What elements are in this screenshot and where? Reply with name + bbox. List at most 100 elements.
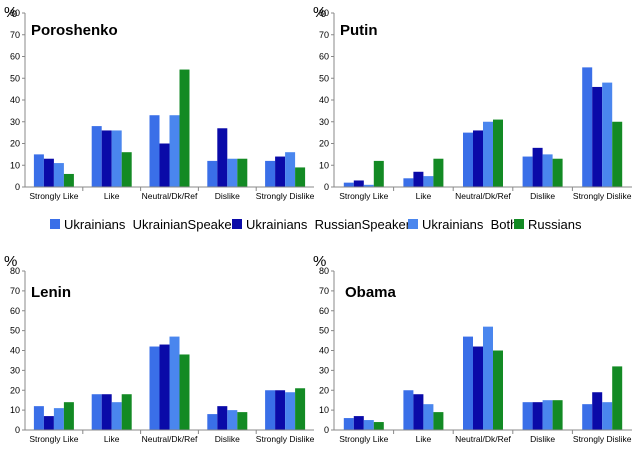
chart-panel-poroshenko: 0 10 20 30 40 50 60 70 80% Poroshenko Strongly Lik… <box>4 4 315 201</box>
y-tick-label: 0 <box>324 182 329 192</box>
y-tick-label: 20 <box>10 139 20 149</box>
bar-obama-3-3 <box>552 400 563 430</box>
y-unit-label: % <box>313 253 326 270</box>
bar-obama-3-0 <box>522 402 533 430</box>
y-tick-label: 20 <box>319 139 329 149</box>
x-category-label: Dislike <box>215 434 240 444</box>
y-tick-label: 60 <box>319 52 329 62</box>
bar-putin-4-2 <box>602 82 613 187</box>
bar-obama-4-3 <box>612 366 623 430</box>
y-tick-label: 10 <box>10 160 20 170</box>
bar-poroshenko-1-3 <box>121 152 132 187</box>
bar-poroshenko-1-2 <box>111 130 122 187</box>
bar-obama-2-2 <box>483 326 493 430</box>
chart-panel-putin: 0 10 20 30 40 50 60 70 80% Putin Strongly Like Like… <box>313 4 632 201</box>
y-tick-label: 80 <box>10 8 20 18</box>
bar-putin-3-3 <box>552 158 563 187</box>
x-category-label: Neutral/Dk/Ref <box>455 191 511 201</box>
legend-label: Ukrainians UkrainianSpeakers <box>64 217 243 232</box>
y-tick-label: 10 <box>319 160 329 170</box>
legend-swatch <box>514 219 524 229</box>
bar-poroshenko-2-2 <box>169 115 180 187</box>
x-category-label: Dislike <box>215 191 240 201</box>
chart-panel-lenin: 0 10 20 30 40 50 60 70 80% Lenin Strongly Like Like… <box>4 253 315 444</box>
y-unit-label: % <box>313 4 326 21</box>
bar-poroshenko-3-1 <box>217 128 228 187</box>
bar-poroshenko-3-3 <box>237 158 248 187</box>
x-category-label: Strongly Dislike <box>256 191 315 201</box>
bar-putin-1-3 <box>433 158 444 187</box>
bar-lenin-4-1 <box>275 390 286 430</box>
y-tick-label: 0 <box>324 425 329 435</box>
bar-obama-2-1 <box>473 346 483 430</box>
bar-poroshenko-1-1 <box>101 130 112 187</box>
x-category-label: Neutral/Dk/Ref <box>142 191 198 201</box>
bar-obama-1-3 <box>433 412 444 430</box>
bar-poroshenko-0-2 <box>53 163 64 187</box>
panel-title: Obama <box>345 284 397 301</box>
bar-putin-2-0 <box>463 132 473 187</box>
bar-obama-4-0 <box>582 404 593 430</box>
x-category-label: Like <box>104 434 120 444</box>
y-tick-label: 40 <box>10 346 20 356</box>
legend-swatch <box>50 219 60 229</box>
legend-label: Russians <box>528 217 582 232</box>
bar-lenin-1-0 <box>91 394 102 430</box>
y-tick-label: 70 <box>319 286 329 296</box>
panel-title: Lenin <box>31 284 71 301</box>
y-tick-label: 40 <box>319 95 329 105</box>
y-tick-label: 0 <box>15 182 20 192</box>
bar-putin-1-2 <box>423 176 434 187</box>
bar-obama-2-0 <box>463 336 473 430</box>
bar-lenin-0-2 <box>53 408 64 430</box>
y-tick-label: 30 <box>319 365 329 375</box>
bar-obama-0-2 <box>363 420 374 430</box>
bar-lenin-4-2 <box>285 392 296 430</box>
bar-poroshenko-3-2 <box>227 158 238 187</box>
bar-poroshenko-2-0 <box>149 115 160 187</box>
bar-obama-1-0 <box>403 390 414 430</box>
bar-obama-4-2 <box>602 402 613 430</box>
bar-poroshenko-1-0 <box>91 126 102 187</box>
bar-putin-0-1 <box>353 180 364 187</box>
x-category-label: Like <box>416 191 432 201</box>
x-category-label: Like <box>416 434 432 444</box>
y-tick-label: 40 <box>319 346 329 356</box>
y-tick-label: 50 <box>10 73 20 83</box>
bar-obama-3-2 <box>542 400 553 430</box>
x-category-label: Dislike <box>530 434 555 444</box>
bar-putin-2-2 <box>483 121 493 187</box>
bar-obama-0-1 <box>353 416 364 430</box>
bar-putin-3-2 <box>542 154 553 187</box>
bar-obama-2-3 <box>493 350 503 430</box>
bar-putin-1-1 <box>413 171 424 187</box>
bar-lenin-4-3 <box>295 388 306 430</box>
bar-lenin-0-0 <box>33 406 44 430</box>
y-tick-label: 0 <box>15 425 20 435</box>
panel-title: Putin <box>340 22 378 39</box>
bar-obama-1-1 <box>413 394 424 430</box>
x-category-label: Strongly Like <box>339 191 388 201</box>
y-tick-label: 10 <box>10 405 20 415</box>
bar-lenin-1-3 <box>121 394 132 430</box>
x-category-label: Neutral/Dk/Ref <box>142 434 198 444</box>
bar-putin-3-1 <box>532 147 543 187</box>
y-unit-label: % <box>4 4 17 21</box>
bar-poroshenko-3-0 <box>207 160 218 187</box>
bar-obama-4-1 <box>592 392 603 430</box>
bar-poroshenko-2-3 <box>179 69 190 187</box>
panel-title: Poroshenko <box>31 22 118 39</box>
bar-poroshenko-0-3 <box>63 173 74 187</box>
x-category-label: Strongly Dislike <box>256 434 315 444</box>
chart-panel-obama: 0 10 20 30 40 50 60 70 80% Obama Strongly Like Like… <box>313 253 632 444</box>
bar-putin-0-3 <box>373 160 384 187</box>
y-tick-label: 30 <box>319 117 329 127</box>
bar-putin-4-1 <box>592 86 603 187</box>
bar-lenin-3-0 <box>207 414 218 430</box>
legend-swatch <box>232 219 242 229</box>
bar-lenin-3-1 <box>217 406 228 430</box>
bar-putin-0-2 <box>363 184 374 187</box>
x-category-label: Dislike <box>530 191 555 201</box>
x-category-label: Like <box>104 191 120 201</box>
